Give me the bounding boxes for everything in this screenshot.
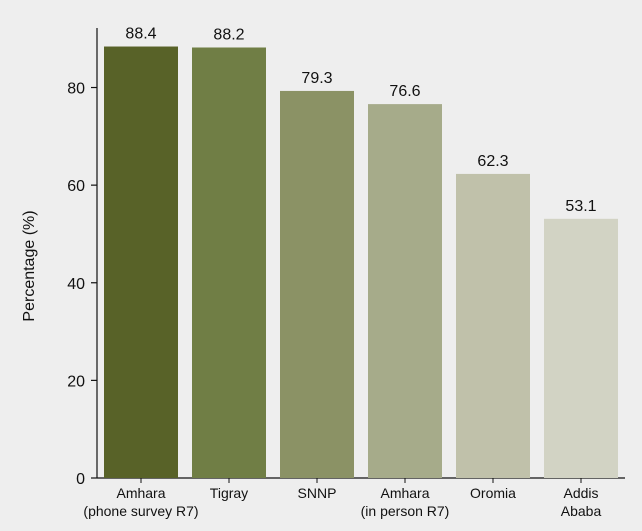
category-label: Ababa [561,503,602,519]
category-label: (phone survey R7) [83,503,198,519]
bar [280,90,354,478]
value-label: 62.3 [477,153,508,170]
value-labels: 88.4 88.2 79.3 76.6 62.3 53.1 [125,26,596,215]
value-label: 88.4 [125,26,156,43]
bar [368,104,442,478]
category-label: Tigray [210,485,248,501]
y-axis-title: Percentage (%) [21,210,38,321]
bar [192,47,266,479]
category-label: (in person R7) [361,503,450,519]
category-labels: Amhara (phone survey R7) Tigray SNNP Amhara (… [83,485,601,519]
value-label: 79.3 [301,70,332,87]
value-label: 88.2 [213,26,244,43]
axes: 0 20 40 60 80 [67,28,625,488]
bars [104,46,618,479]
value-label: 76.6 [389,83,420,100]
y-tick-label: 40 [67,276,85,293]
bar [104,46,178,479]
y-tick-label: 60 [67,178,85,195]
category-label: Addis [563,485,598,501]
category-label: Amhara [116,485,165,501]
bar [544,218,618,478]
y-tick-label: 20 [67,373,85,390]
y-tick-label: 80 [67,81,85,98]
category-label: Oromia [470,485,516,501]
category-label: SNNP [298,485,337,501]
category-label: Amhara [380,485,429,501]
y-tick-label: 0 [76,471,85,488]
bar [456,173,530,478]
value-label: 53.1 [565,198,596,215]
